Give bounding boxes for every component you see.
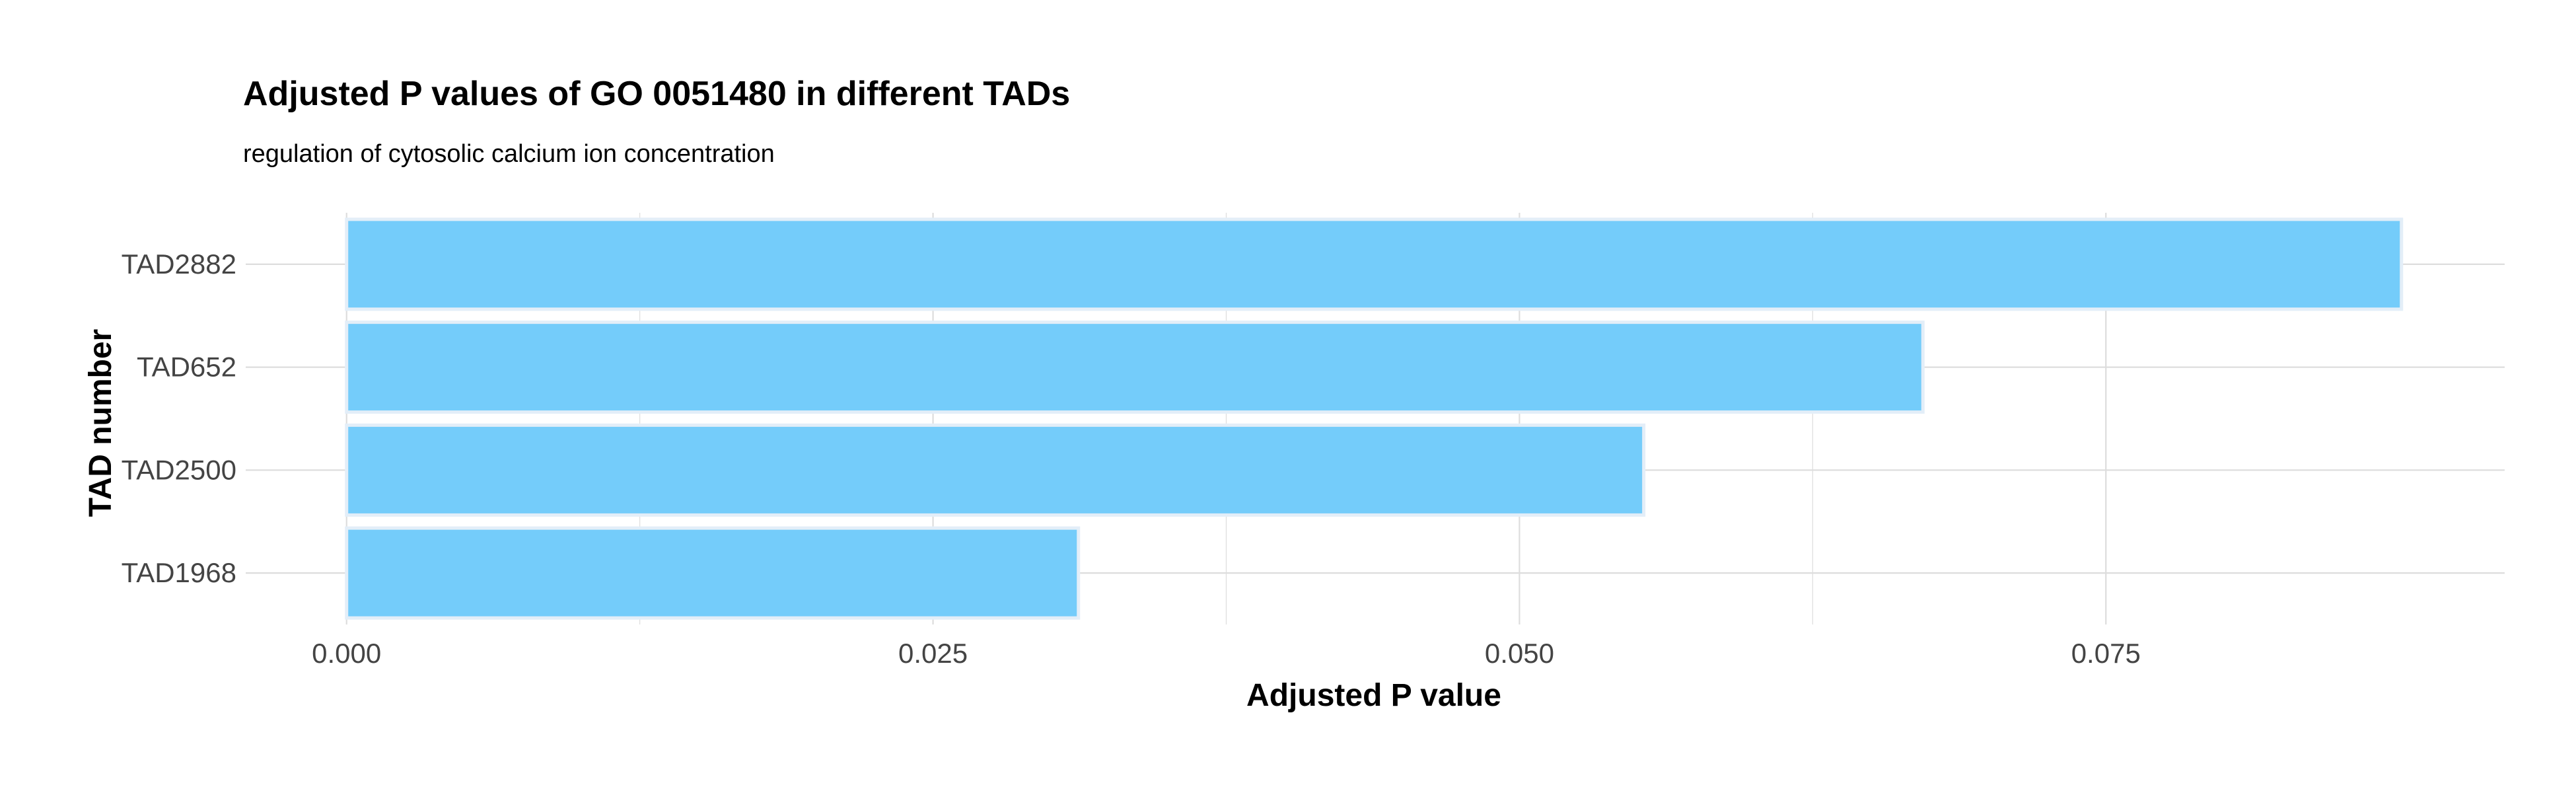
bar-tad652 [345, 321, 1925, 414]
bar-tad2500 [345, 423, 1646, 517]
bars [345, 217, 2404, 620]
y-tick-label: TAD2500 [122, 454, 236, 485]
x-tick-label: 0.050 [1485, 638, 1554, 669]
x-tick-labels: 0.000 0.025 0.050 0.075 [312, 638, 2141, 669]
chart-subtitle: regulation of cytosolic calcium ion conc… [243, 140, 775, 168]
x-tick-label: 0.075 [2071, 638, 2141, 669]
y-tick-label: TAD1968 [122, 557, 236, 588]
y-axis-label: TAD number [83, 329, 118, 517]
chart-title: Adjusted P values of GO 0051480 in diffe… [243, 75, 1071, 113]
x-tick-label: 0.025 [898, 638, 968, 669]
x-axis-label: Adjusted P value [1246, 678, 1501, 713]
bar-tad2882 [345, 217, 2404, 311]
y-tick-label: TAD652 [137, 352, 236, 383]
bar-tad1968 [345, 526, 1081, 620]
y-tick-labels: TAD1968 TAD2500 TAD652 TAD2882 [122, 248, 236, 588]
x-tick-label: 0.000 [312, 638, 381, 669]
y-tick-label: TAD2882 [122, 248, 236, 280]
